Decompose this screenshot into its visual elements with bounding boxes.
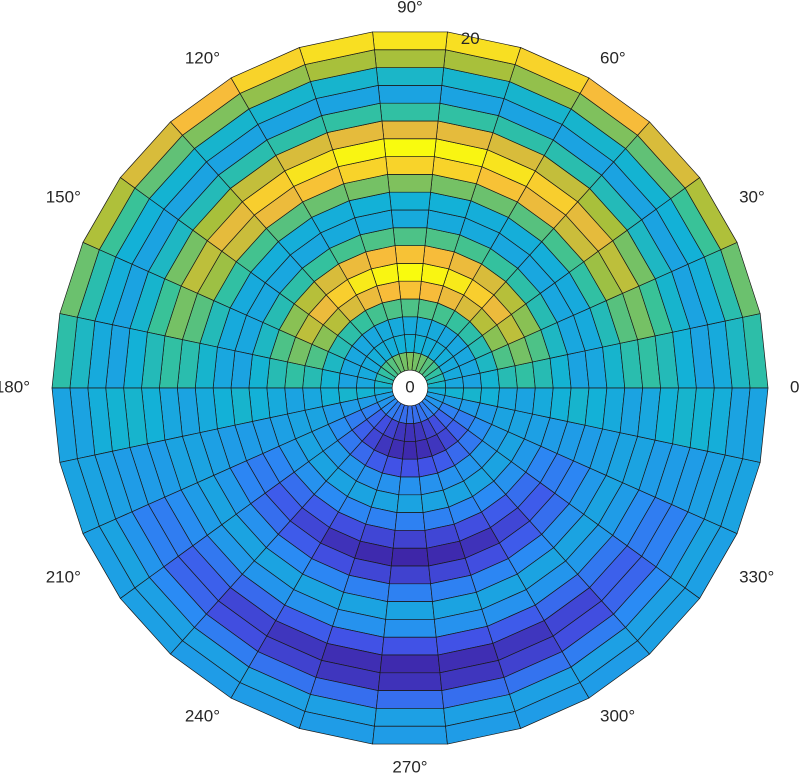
cell xyxy=(396,263,424,282)
cell xyxy=(742,387,769,463)
theta-tick-label: 90° xyxy=(397,0,423,16)
theta-tick-label: 150° xyxy=(46,187,81,206)
cell xyxy=(514,387,536,415)
cell xyxy=(389,565,431,585)
cell xyxy=(381,636,439,656)
cell xyxy=(398,476,422,496)
theta-tick-label: 180° xyxy=(0,377,30,396)
theta-tick-label: 270° xyxy=(392,757,427,776)
cell xyxy=(381,120,439,140)
cell xyxy=(302,365,323,389)
theta-tick-label: 120° xyxy=(185,48,220,67)
cell xyxy=(375,67,445,86)
cell xyxy=(387,583,433,602)
cell xyxy=(372,725,448,745)
cell xyxy=(394,245,426,264)
cell xyxy=(385,601,435,620)
cell xyxy=(385,156,435,175)
cell xyxy=(390,209,430,229)
cell xyxy=(390,547,430,567)
theta-tick-label: 330° xyxy=(739,567,774,586)
r-tick-label: 20 xyxy=(461,29,480,48)
theta-tick-label: 30° xyxy=(739,187,765,206)
theta-tick-label: 60° xyxy=(600,48,626,67)
cell xyxy=(379,654,441,674)
cell xyxy=(392,227,428,246)
cell xyxy=(374,49,446,68)
cell xyxy=(379,102,441,122)
cell xyxy=(266,357,288,389)
cell xyxy=(402,441,418,460)
cell xyxy=(532,357,554,389)
cell xyxy=(387,174,433,193)
cell xyxy=(479,387,500,408)
cell xyxy=(389,191,431,211)
theta-tick-label: 0° xyxy=(790,377,800,396)
cell xyxy=(392,530,428,549)
cell xyxy=(402,316,418,335)
cell xyxy=(284,387,306,415)
cell xyxy=(320,368,341,389)
cell xyxy=(377,85,443,104)
cell xyxy=(375,690,445,709)
cell xyxy=(394,512,426,531)
theta-tick-label: 210° xyxy=(46,567,81,586)
cell xyxy=(372,31,448,51)
cell xyxy=(266,387,288,419)
cell xyxy=(400,458,420,478)
r-tick-label: 0 xyxy=(405,377,414,396)
cell xyxy=(377,672,443,691)
cell xyxy=(398,280,422,300)
cell xyxy=(374,708,446,727)
cell xyxy=(497,387,518,411)
cell xyxy=(383,138,437,157)
cell xyxy=(514,361,536,389)
cell xyxy=(400,298,420,318)
cell xyxy=(532,387,554,419)
cell xyxy=(396,494,424,513)
cell xyxy=(383,619,437,638)
theta-tick-label: 240° xyxy=(185,707,220,726)
cell xyxy=(284,361,306,389)
theta-tick-label: 300° xyxy=(600,707,635,726)
